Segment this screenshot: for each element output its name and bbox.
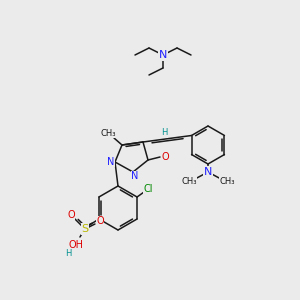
Text: O: O	[161, 152, 169, 162]
Text: O: O	[67, 210, 75, 220]
Text: CH₃: CH₃	[181, 176, 197, 185]
Text: S: S	[81, 224, 88, 234]
Text: N: N	[131, 171, 139, 181]
Text: CH₃: CH₃	[100, 128, 116, 137]
Text: N: N	[159, 50, 167, 60]
Text: O: O	[96, 216, 104, 226]
Text: Cl: Cl	[143, 184, 153, 194]
Text: CH₃: CH₃	[219, 176, 235, 185]
Text: N: N	[107, 157, 115, 167]
Text: OH: OH	[68, 240, 83, 250]
Text: N: N	[204, 167, 212, 177]
Text: H: H	[65, 248, 71, 257]
Text: H: H	[161, 128, 167, 137]
